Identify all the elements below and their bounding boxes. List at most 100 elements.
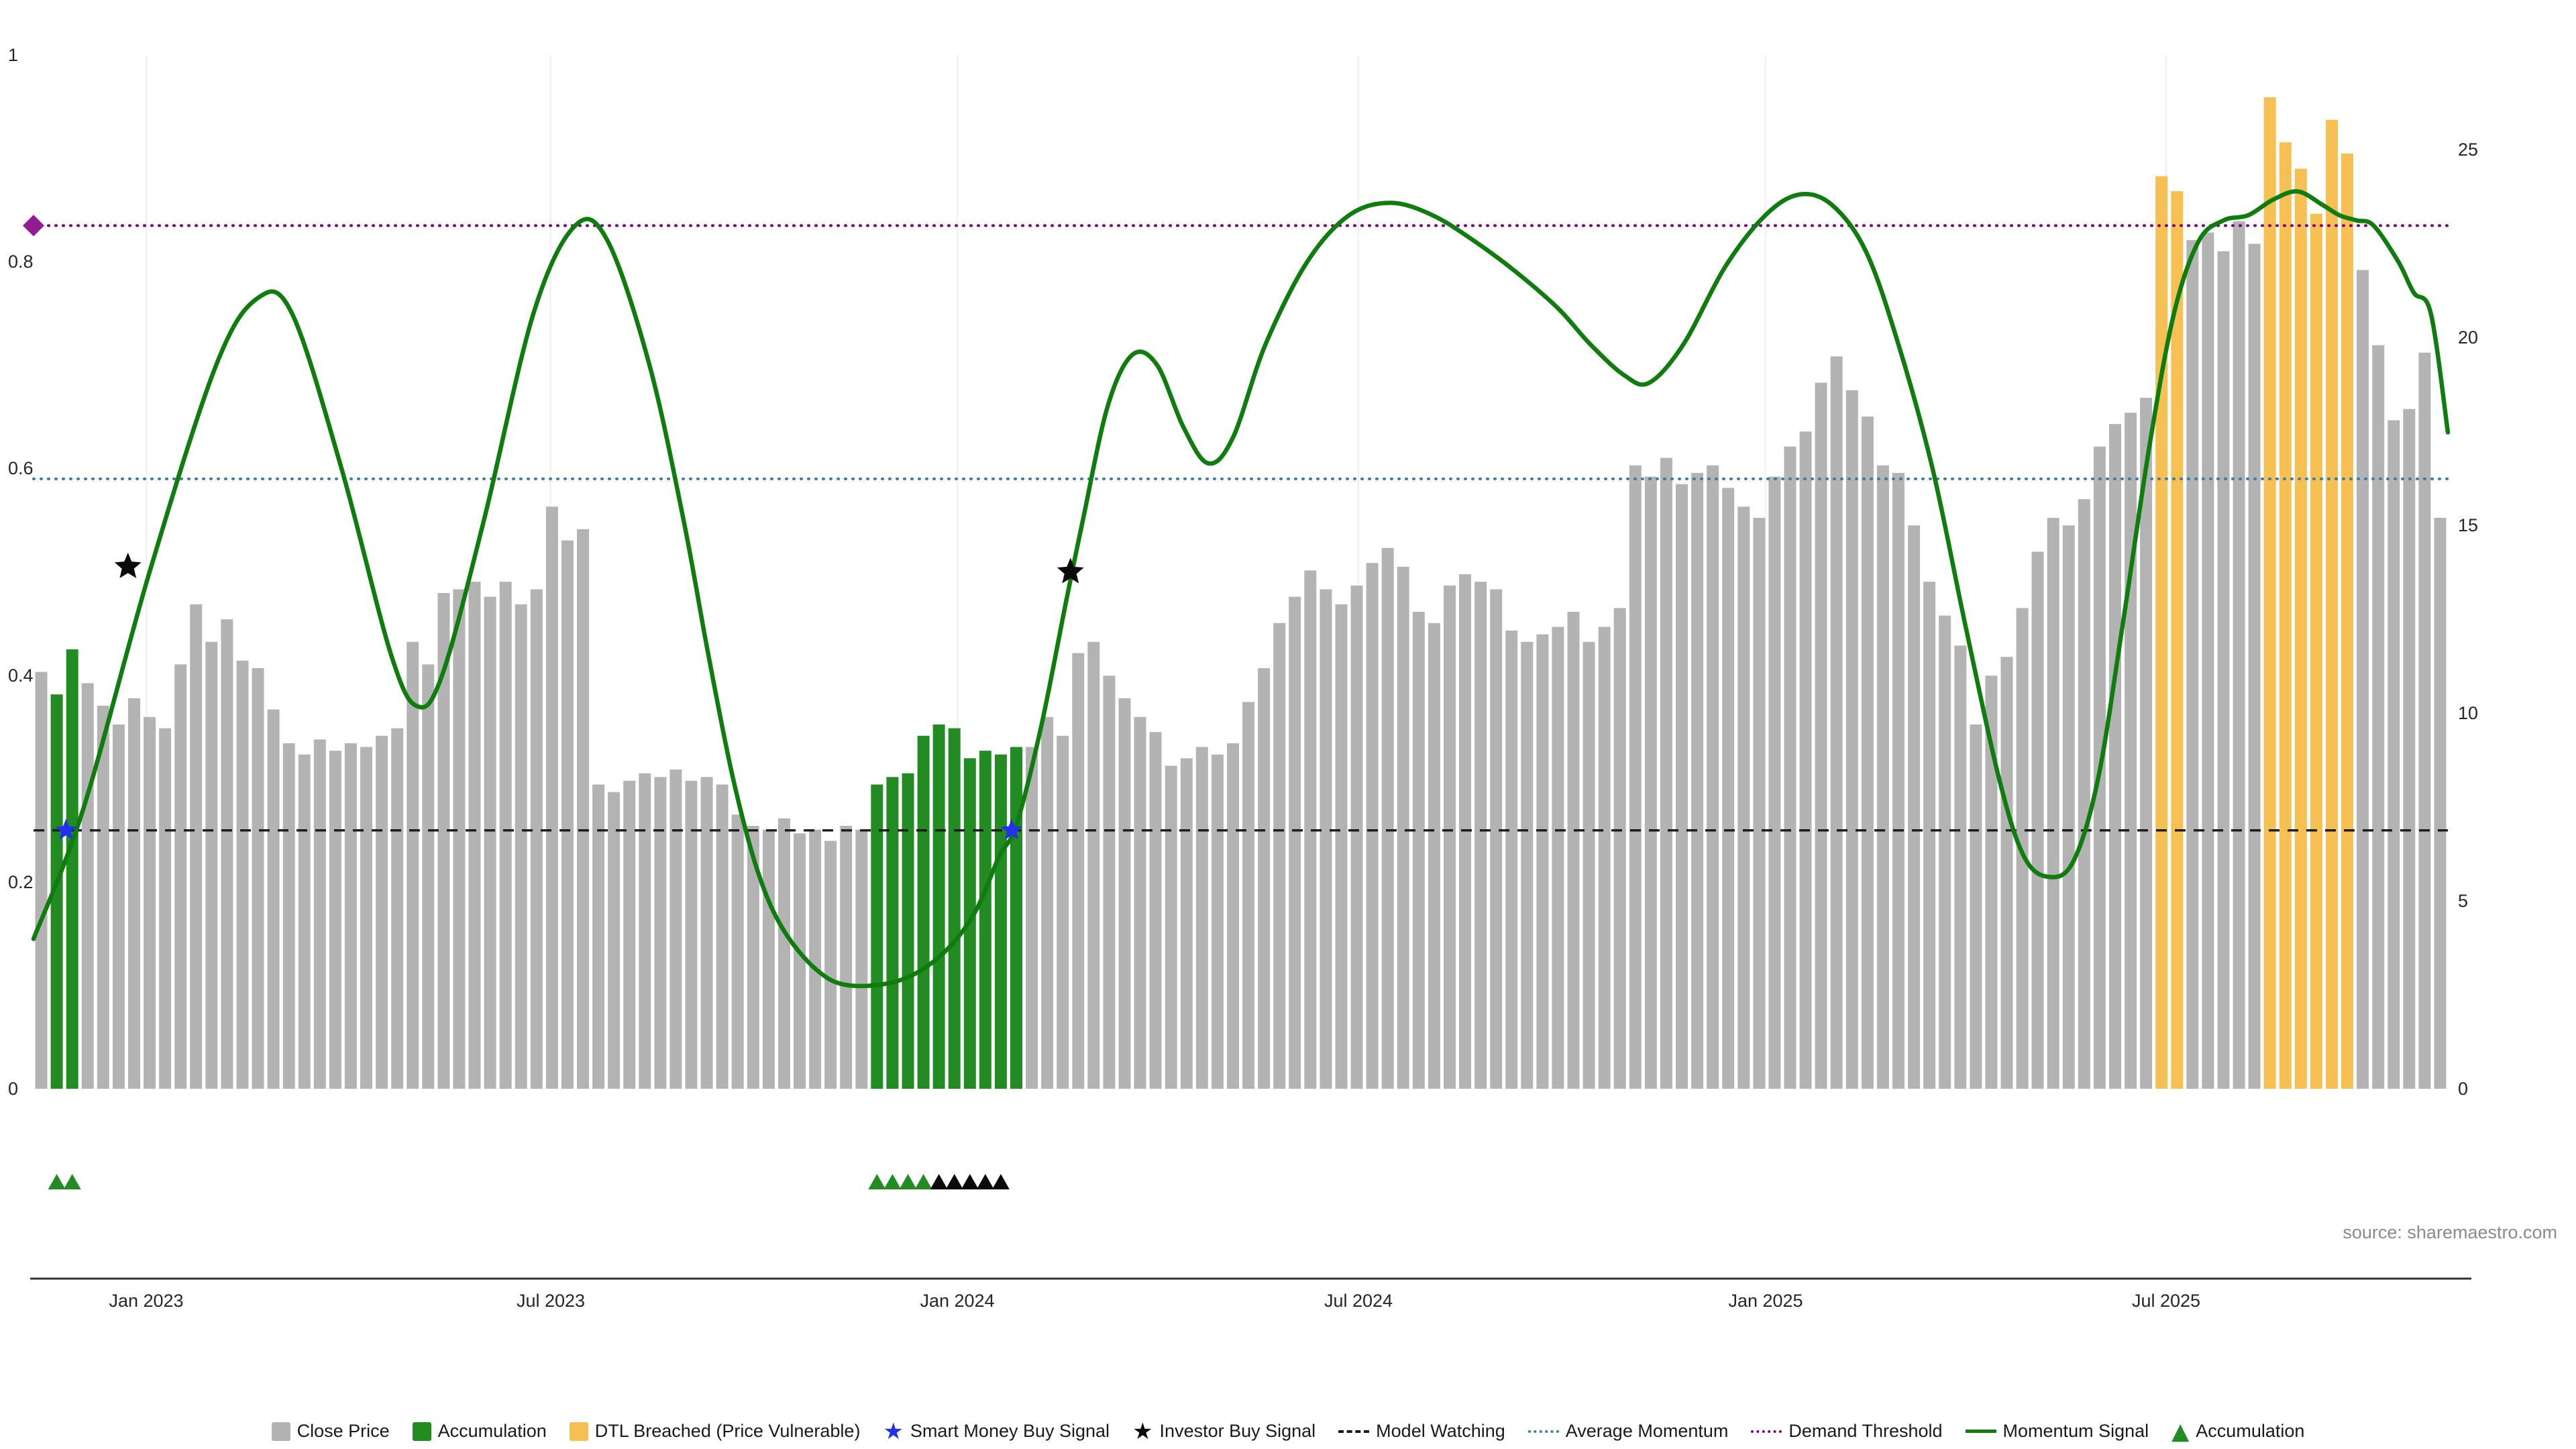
- signal-markers: [23, 215, 1084, 840]
- x-axis-tick-label: Jan 2024: [920, 1291, 994, 1311]
- close-price-bar: [1320, 589, 1332, 1089]
- legend-item-accumulation[interactable]: ▲ Accumulation: [2171, 1420, 2304, 1443]
- average-momentum-line-icon: [1527, 1430, 1559, 1433]
- accumulation-bar: [917, 735, 930, 1089]
- left-axis-tick-label: 0.6: [8, 458, 34, 478]
- close-price-bar: [669, 769, 682, 1089]
- close-price-bar: [592, 784, 605, 1089]
- threshold-lines: [32, 224, 2450, 832]
- close-price-bar: [794, 833, 806, 1089]
- accumulation-bar: [994, 754, 1007, 1089]
- close-price-bar: [1211, 754, 1224, 1089]
- legend-item-average-momentum[interactable]: Average Momentum: [1527, 1421, 1728, 1442]
- close-price-bar: [1892, 472, 1904, 1089]
- close-price-bar: [221, 619, 233, 1089]
- close-price-bar: [1072, 653, 1085, 1089]
- close-price-bar: [840, 826, 853, 1089]
- smart-money-star-icon: ★: [883, 1417, 904, 1445]
- close-price-bar: [1629, 465, 1642, 1089]
- close-price-bar: [1505, 631, 1518, 1089]
- close-price-swatch-icon: [271, 1421, 290, 1441]
- close-price-bar: [282, 743, 295, 1089]
- close-price-bar: [1552, 627, 1564, 1089]
- close-price-bar: [144, 716, 156, 1089]
- left-axis-tick-label: 0.4: [8, 665, 34, 686]
- close-price-bar: [2186, 239, 2199, 1089]
- close-price-bar: [2000, 657, 2013, 1089]
- close-price-bar: [190, 604, 203, 1089]
- right-axis-tick-label: 10: [2458, 703, 2478, 723]
- legend-item-dtl-breached-price-vulnerable[interactable]: DTL Breached (Price Vulnerable): [569, 1421, 860, 1442]
- close-price-bar: [530, 589, 543, 1089]
- close-price-bar: [1536, 634, 1549, 1089]
- accumulation-triangle-icon: [883, 1174, 902, 1189]
- close-price-bar: [1830, 356, 1843, 1089]
- close-price-bar: [1722, 488, 1735, 1089]
- right-axis-tick-label: 20: [2458, 327, 2478, 347]
- close-price-bar: [174, 664, 187, 1089]
- close-price-bar: [1428, 623, 1440, 1089]
- legend-item-momentum-signal[interactable]: Momentum Signal: [1965, 1421, 2149, 1442]
- left-axis-tick-label: 0.2: [8, 872, 34, 892]
- close-price-bar: [2403, 409, 2416, 1089]
- close-price-bar: [1165, 765, 1177, 1089]
- close-price-bar: [313, 739, 326, 1089]
- close-price-bar: [159, 728, 172, 1089]
- accumulation-triangle-icon: [961, 1174, 979, 1189]
- accumulation-bar: [932, 724, 945, 1089]
- close-price-bar: [1195, 747, 1208, 1089]
- x-axis-tick-label: Jul 2024: [1324, 1291, 1393, 1311]
- legend-item-model-watching[interactable]: Model Watching: [1338, 1421, 1505, 1442]
- close-price-bar: [1134, 716, 1146, 1089]
- accumulation-triangle-icon: [63, 1174, 81, 1189]
- close-price-bar: [1737, 506, 1750, 1089]
- close-price-bar: [1289, 596, 1301, 1089]
- legend-item-investor-buy-signal[interactable]: ★ Investor Buy Signal: [1132, 1420, 1316, 1443]
- close-price-bar: [2248, 244, 2261, 1089]
- close-price-bar: [762, 829, 775, 1089]
- legend-item-smart-money-buy-signal[interactable]: ★ Smart Money Buy Signal: [883, 1417, 1110, 1445]
- close-price-bar: [716, 784, 729, 1089]
- close-price-bar: [1366, 563, 1379, 1089]
- legend: Close Price Accumulation DTL Breached (Pri…: [0, 1417, 2576, 1445]
- accumulation-triangle-icon: [868, 1174, 886, 1189]
- close-price-bar: [685, 780, 698, 1089]
- close-price-bars: [35, 97, 2447, 1089]
- close-price-bar: [2078, 499, 2090, 1089]
- close-price-bar: [1784, 446, 1796, 1089]
- close-price-bar: [1474, 582, 1487, 1089]
- dtl-breached-bar: [2155, 176, 2168, 1089]
- legend-item-close-price[interactable]: Close Price: [271, 1421, 390, 1442]
- close-price-bar: [1350, 585, 1363, 1089]
- close-price-bar: [855, 829, 868, 1089]
- close-price-bar: [1660, 458, 1672, 1089]
- close-price-bar: [1954, 645, 1967, 1089]
- close-price-bar: [608, 792, 621, 1089]
- close-price-bar: [1707, 465, 1719, 1089]
- accumulation-bar: [886, 777, 899, 1089]
- smart-money-buy-star-icon: [1000, 818, 1023, 840]
- dtl-breached-bar: [2171, 191, 2184, 1089]
- legend-item-demand-threshold[interactable]: Demand Threshold: [1751, 1421, 1943, 1442]
- source-note: source: sharemaestro.com: [2343, 1222, 2557, 1242]
- close-price-bar: [1397, 566, 1409, 1089]
- accumulation-bar: [948, 728, 961, 1089]
- close-price-bar: [1644, 476, 1657, 1089]
- close-price-bar: [1304, 570, 1317, 1089]
- accumulation-triangle-rows: [48, 1174, 1010, 1189]
- accumulation-bar: [979, 751, 991, 1089]
- legend-item-accumulation[interactable]: Accumulation: [412, 1421, 547, 1442]
- close-price-bar: [2062, 525, 2075, 1089]
- close-price-bar: [1582, 641, 1595, 1089]
- close-price-bar: [1768, 476, 1781, 1089]
- legend-label: Smart Money Buy Signal: [910, 1421, 1110, 1441]
- close-price-bar: [1753, 518, 1766, 1089]
- accumulation-bar: [902, 773, 914, 1089]
- close-price-bar: [1026, 747, 1038, 1089]
- dtl-breached-swatch-icon: [569, 1421, 588, 1441]
- close-price-bar: [731, 814, 744, 1089]
- close-price-bar: [1258, 668, 1271, 1089]
- demand-threshold-line-icon: [1751, 1430, 1782, 1433]
- close-price-bar: [1815, 382, 1827, 1089]
- close-price-bar: [639, 773, 651, 1089]
